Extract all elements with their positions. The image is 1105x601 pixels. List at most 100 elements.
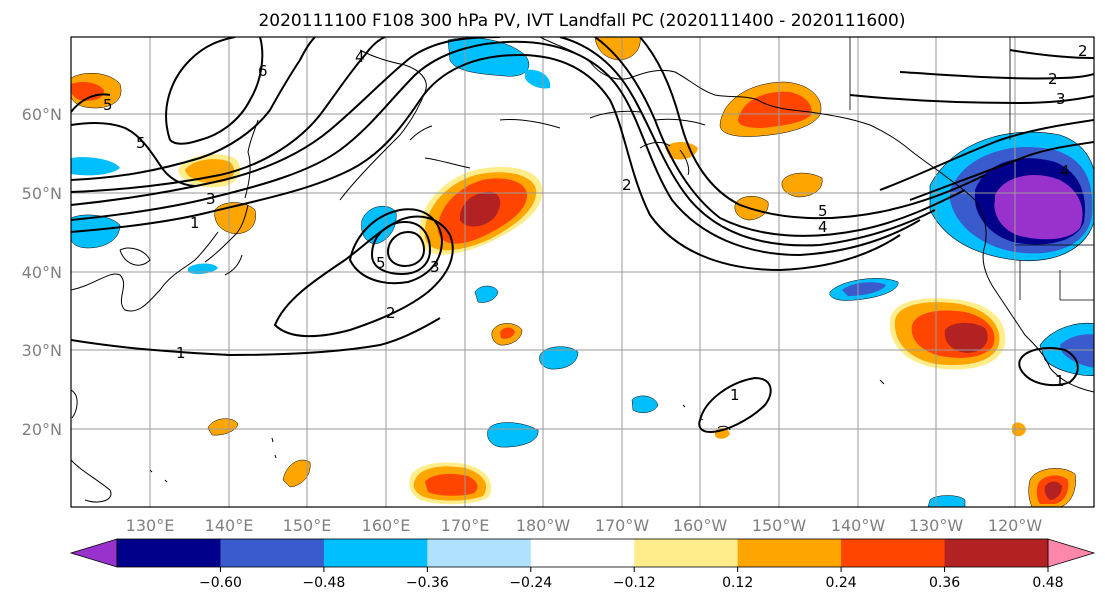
contour-5-loop: [386, 230, 426, 268]
lon-label: 130°E: [126, 516, 175, 535]
contour-wave-5: [71, 37, 986, 220]
lon-label: 180°W: [516, 516, 571, 535]
lon-labels: 130°E 140°E 150°E 160°E 170°E 180°W 170°…: [126, 516, 1043, 535]
contour-label: 3: [206, 190, 216, 208]
graticule: [71, 37, 1094, 507]
contour-wave-1: [71, 53, 901, 272]
lon-label: 150°W: [752, 516, 807, 535]
lon-label: 150°E: [283, 516, 332, 535]
shading-blob-orange-t2: [207, 418, 239, 436]
lon-label: 140°W: [831, 516, 886, 535]
lat-label: 60°N: [22, 105, 62, 124]
contour-label: 2: [386, 304, 396, 322]
shading-blob-red-t1: [500, 327, 515, 339]
colorbar-left-extension: [69, 538, 118, 568]
shading-blob-cyan-t1: [474, 285, 499, 303]
contour-small-nw: [71, 93, 111, 113]
shading-blob-orange-top: [594, 37, 641, 61]
lat-label: 50°N: [22, 184, 62, 203]
contour-1-sw: [1018, 347, 1079, 387]
shading-blob-red-t4: [425, 474, 478, 496]
pv-contours: [71, 37, 1094, 434]
contour-label: 2: [1078, 42, 1088, 60]
shading-blob-cyan-w1: [71, 214, 121, 249]
lon-label: 140°E: [205, 516, 254, 535]
lon-label: 160°W: [673, 516, 728, 535]
shading-blob-red-alaska: [738, 91, 812, 128]
lon-label: 170°E: [441, 516, 490, 535]
contour-na-1: [879, 119, 1094, 191]
colorbar-segment: [220, 539, 325, 567]
shading-blob-blue-sw: [1060, 334, 1094, 368]
colorbar-outline: [116, 538, 1049, 568]
contour-2-loop: [273, 215, 454, 338]
contour-label: 4: [818, 218, 828, 236]
contour-label: 3: [430, 258, 440, 276]
shading-blob-orange-t3: [282, 459, 311, 488]
contour-6-nw: [165, 37, 264, 145]
shading-blob-cyan-w2: [71, 157, 120, 176]
contour-label: 2: [1048, 70, 1058, 88]
contour-label: 4: [1060, 162, 1070, 180]
shading-blob-darkred-t7: [1044, 481, 1062, 500]
lat-label: 40°N: [22, 263, 62, 282]
lon-label: 170°W: [595, 516, 650, 535]
contour-label: 1: [730, 386, 740, 404]
shading-blob-orange-small1: [781, 172, 823, 198]
map-title: 2020111100 F108 300 hPa PV, IVT Landfall…: [258, 11, 905, 31]
contour-3-loop: [348, 208, 444, 285]
contour-labels: 1 1 1 1 2 2 2 2 3 3 3 4 4 4 5 5 5 5 6: [103, 42, 1088, 404]
contour-wave-4: [71, 37, 966, 237]
contour-label: 4: [355, 48, 365, 66]
contour-label: 1: [190, 214, 200, 232]
contour-wave-2: [71, 40, 921, 257]
lon-label: 120°W: [988, 516, 1043, 535]
colorbar-segment: [841, 539, 946, 567]
contour-4-loop: [370, 220, 432, 276]
contour-na-2: [909, 141, 1094, 201]
colorbar-tick-label: −0.60: [199, 575, 242, 591]
shading-blob-purple-pnw: [994, 175, 1083, 240]
contour-label: 3: [1056, 90, 1066, 108]
shading-blob-darkred-32n: [944, 322, 988, 353]
colorbar-segment: [634, 539, 739, 567]
lat-labels: 60°N 50°N 40°N 30°N 20°N: [22, 105, 62, 439]
shading-blob-navy-36n: [842, 282, 886, 296]
contour-label: 5: [376, 254, 386, 272]
contour-na-top-3: [1009, 49, 1094, 59]
shading-blob-orange-japan-n2: [185, 159, 235, 183]
contour-label: 5: [136, 134, 146, 152]
contour-label: 6: [258, 62, 268, 80]
colorbar-segment: [427, 539, 532, 567]
contour-1-hawaii: [698, 376, 772, 434]
coast-asia: [71, 231, 219, 503]
colorbar-tick-label: −0.12: [613, 575, 656, 591]
colorbar-tick-label: −0.48: [302, 575, 345, 591]
coast-na-borders: [849, 37, 1094, 301]
shading-blob-cyan-160e: [361, 205, 397, 245]
coast-aleutians: [424, 110, 706, 169]
colorbar-segment: [944, 539, 1049, 567]
coast-islands: [149, 379, 885, 483]
contour-label: 1: [1055, 372, 1065, 390]
contour-nw-1: [71, 122, 196, 187]
shading-blob-cyan-t2: [539, 346, 579, 370]
lon-label: 160°E: [362, 516, 411, 535]
lat-label: 20°N: [22, 420, 62, 439]
contour-label: 5: [103, 96, 113, 114]
colorbar-tick-label: −0.24: [509, 575, 552, 591]
colorbar-tick-label: 0.12: [722, 575, 753, 591]
colorbar-segment: [530, 539, 635, 567]
colorbar-right-extension: [1047, 538, 1096, 568]
shading-layer: [71, 37, 1094, 507]
contour-na-top-1: [849, 94, 1094, 105]
coast-na-west: [939, 171, 1094, 393]
shading-blob-orange-japan-s: [214, 202, 256, 235]
contour-label: 2: [622, 176, 632, 194]
map-frame: [70, 36, 1095, 508]
colorbar-segment: [323, 539, 428, 567]
coastlines: [71, 37, 1094, 503]
lat-label: 30°N: [22, 341, 62, 360]
colorbar-tick-label: 0.48: [1032, 575, 1063, 591]
